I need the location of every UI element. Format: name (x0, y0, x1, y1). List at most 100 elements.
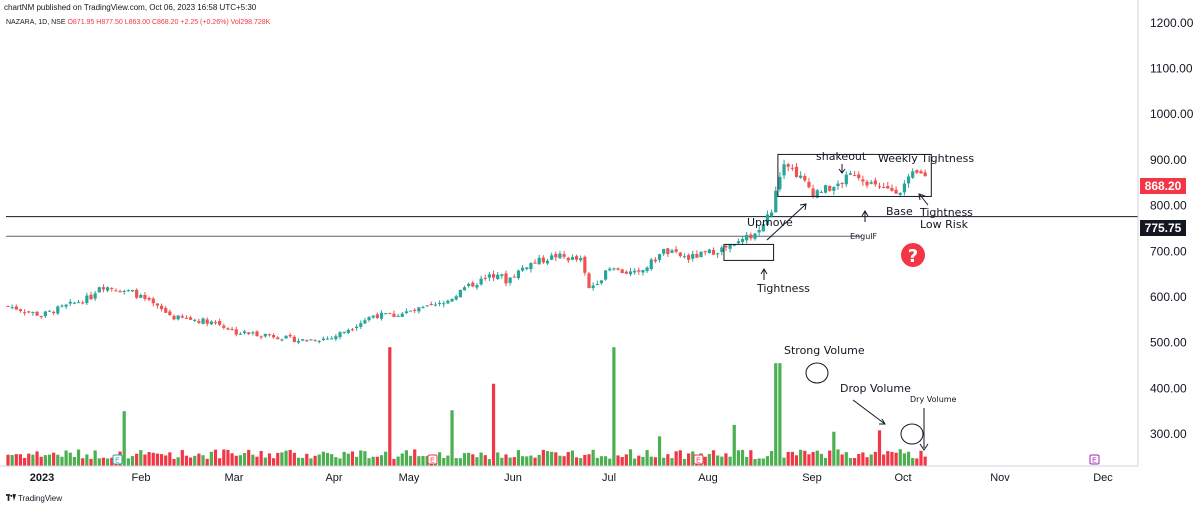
volume-bar (682, 458, 687, 466)
candle-body (902, 183, 906, 193)
candle-body (433, 304, 438, 306)
candle-body (496, 274, 500, 279)
volume-bar (255, 456, 259, 466)
volume-bar (749, 450, 753, 466)
volume-bar (238, 455, 242, 466)
horizontal-levels (6, 216, 1138, 237)
volume-bar (724, 453, 728, 466)
volume-bar (645, 450, 649, 466)
volume-bar (76, 449, 81, 466)
candle-body (106, 287, 110, 291)
candle-body (168, 311, 172, 316)
volume-bar (189, 457, 193, 466)
volume-bar (317, 454, 321, 466)
candle-body (819, 191, 823, 193)
candle-body (757, 230, 761, 233)
volume-bar (487, 459, 491, 466)
ohlc-legend: NAZARA, 1D, NSE O871.95 H877.50 L863.00 … (6, 19, 270, 26)
volume-bar (529, 455, 533, 466)
volume-bar (14, 454, 18, 466)
volume-bar (869, 454, 873, 466)
weekly-tightness-box[interactable] (777, 153, 932, 197)
volume-bar (110, 457, 114, 466)
volume-bar (147, 452, 151, 466)
volume-bar (853, 458, 857, 466)
volume-bar (272, 458, 276, 466)
candle-body (6, 305, 10, 307)
candle-body (205, 319, 209, 324)
candle-body (815, 190, 819, 198)
volume-bar (454, 458, 458, 466)
candle-body (238, 333, 242, 335)
candle-body (823, 185, 828, 193)
earnings-marker-3[interactable]: E (693, 454, 704, 465)
price-tick-label: 1200.00 (1150, 16, 1194, 30)
volume-bar (417, 456, 421, 466)
volume-bar (770, 451, 774, 466)
volume-bar (458, 458, 462, 466)
candle-body (836, 183, 840, 187)
candle-body (218, 321, 222, 325)
open-value: O871.95 (67, 19, 95, 26)
candle-body (93, 293, 97, 299)
volume-bar (873, 451, 877, 466)
volume-bar (400, 453, 404, 466)
strong-volume-label: Strong Volume (784, 344, 865, 357)
candle-body (226, 328, 230, 330)
earnings-marker-1[interactable]: E (112, 454, 123, 465)
volume-bar (18, 454, 23, 466)
volume-bar (541, 449, 545, 466)
volume-bar (599, 456, 604, 466)
candle-body (919, 171, 923, 174)
volume-bar (288, 449, 292, 466)
volume-bar (43, 455, 47, 466)
candle-body (209, 321, 213, 325)
volume-bar (375, 456, 379, 466)
volume-bar (504, 454, 508, 466)
candle-body (408, 310, 413, 312)
volume-bar (641, 456, 645, 466)
last-price-text: 868.20 (1145, 179, 1182, 193)
earnings-marker-upcoming[interactable]: E (1089, 454, 1100, 465)
symbol-label[interactable]: NAZARA, 1D, NSE (6, 19, 66, 26)
time-tick-label: Mar (225, 472, 244, 484)
tightness-box[interactable] (723, 243, 775, 261)
candle-body (724, 245, 728, 248)
volume-bar (500, 457, 504, 466)
volume-bar (633, 458, 637, 466)
volume-bar (425, 455, 429, 466)
volume-bar (313, 455, 317, 466)
candle-body (56, 306, 60, 314)
volume-bar (807, 454, 811, 466)
candle-body (869, 182, 873, 184)
volume-bar (736, 450, 740, 466)
time-tick-label: Dec (1093, 472, 1113, 484)
volume-bar (47, 454, 52, 466)
volume-bar (325, 452, 330, 466)
volume-bar (301, 457, 305, 466)
candle-body (255, 331, 259, 337)
volume-bar (413, 449, 417, 466)
volume-bar (346, 453, 350, 466)
level-price-text: 775.75 (1145, 221, 1182, 235)
volume-bar (130, 456, 135, 466)
volume-bar (68, 452, 72, 466)
volume-bar (740, 449, 745, 466)
volume-bar (823, 457, 828, 466)
candle-body (355, 326, 359, 329)
volume-bar (143, 454, 147, 466)
volume-bar (421, 456, 425, 466)
candle-body (184, 317, 189, 319)
candles (6, 159, 927, 345)
volume-bar (666, 454, 670, 466)
candle-body (280, 339, 284, 341)
price-tick-label: 800.00 (1150, 199, 1187, 213)
candle-body (554, 253, 558, 258)
earnings-marker-2[interactable]: E (427, 454, 438, 465)
candle-body (711, 250, 716, 255)
candle-body (172, 315, 176, 320)
volume-bar (819, 453, 823, 466)
candle-body (853, 175, 857, 177)
candle-body (728, 244, 732, 249)
